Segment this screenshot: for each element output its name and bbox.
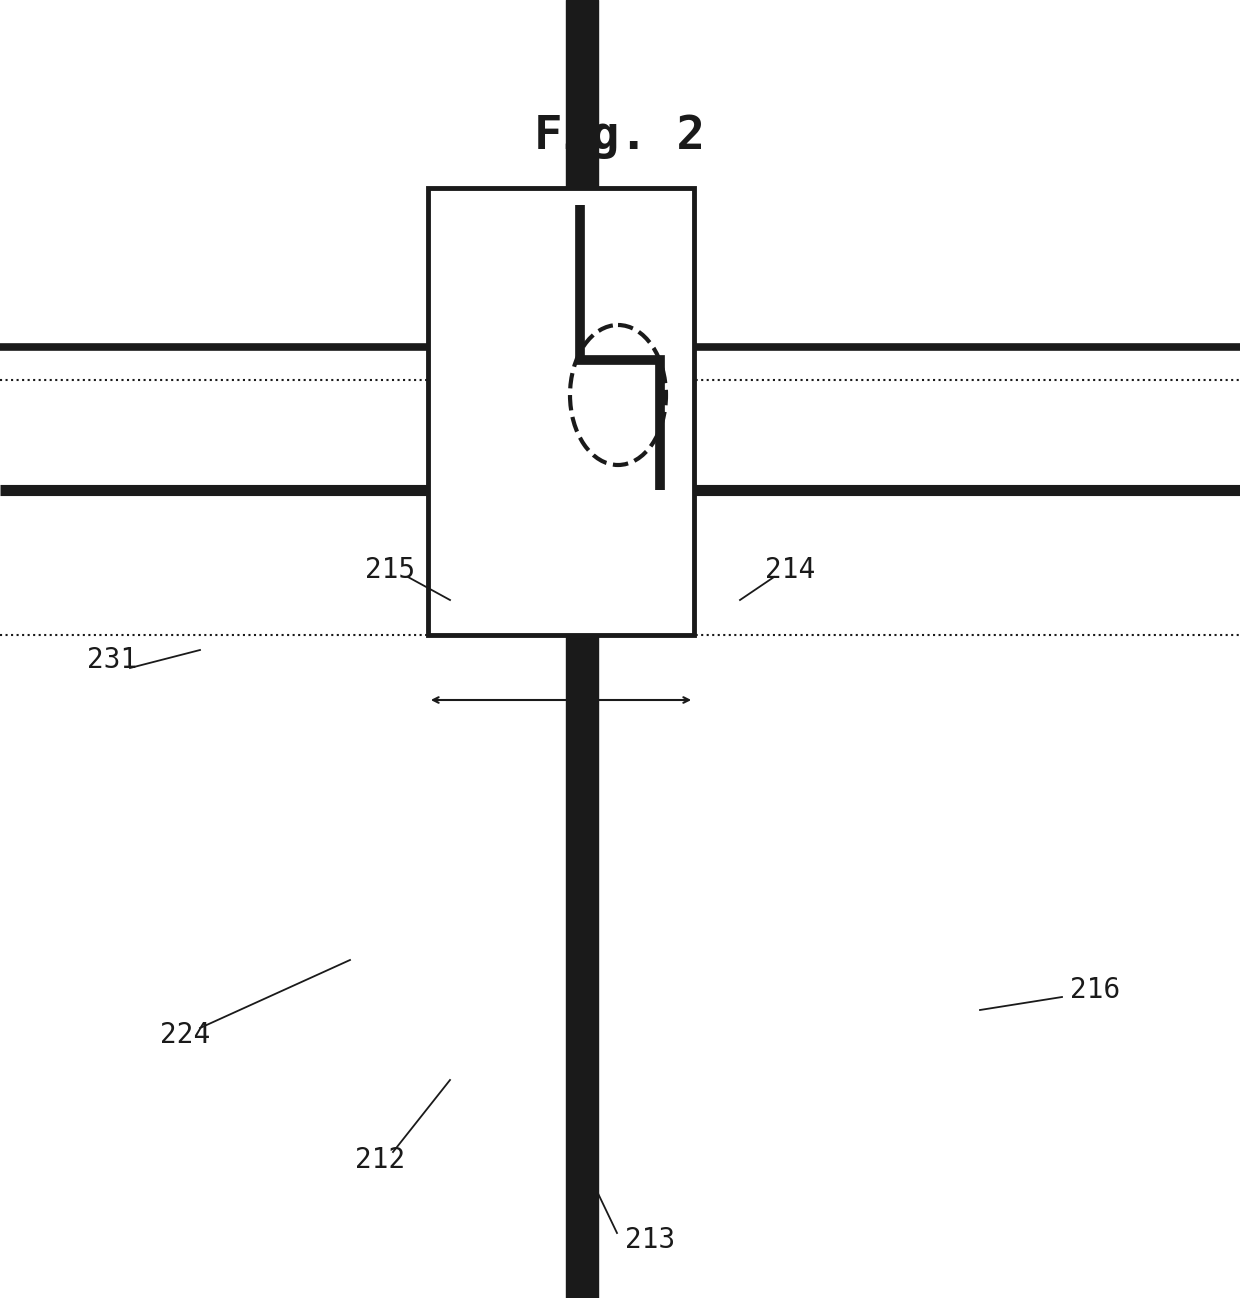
Text: 212: 212 bbox=[355, 1146, 405, 1173]
Text: 224: 224 bbox=[160, 1022, 210, 1049]
Text: 214: 214 bbox=[765, 556, 815, 584]
Text: 213: 213 bbox=[625, 1227, 676, 1254]
Text: 231: 231 bbox=[87, 646, 138, 674]
Bar bbox=[428, 188, 694, 635]
Text: 215: 215 bbox=[365, 556, 415, 584]
Text: 216: 216 bbox=[1070, 976, 1120, 1003]
Text: Fig. 2: Fig. 2 bbox=[534, 112, 706, 158]
